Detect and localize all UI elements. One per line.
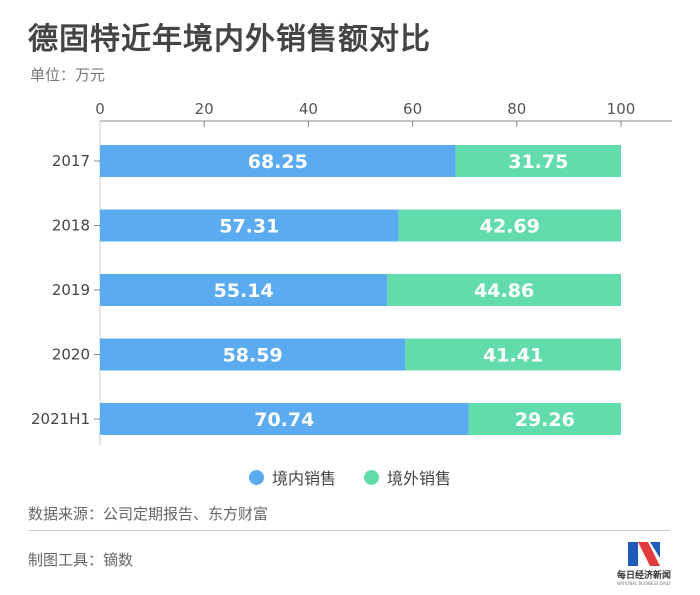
data-label: 55.14 xyxy=(214,280,274,302)
x-tick-label: 60 xyxy=(403,100,422,118)
bar-segment-overseas xyxy=(398,209,621,242)
bar-segment-domestic xyxy=(100,338,406,371)
bar-segment-domestic xyxy=(100,403,469,435)
bar-segment-domestic xyxy=(100,145,456,177)
data-label: 42.69 xyxy=(480,216,540,238)
legend-swatch-overseas xyxy=(364,469,379,485)
bar-segment-overseas xyxy=(455,145,621,177)
data-label: 70.74 xyxy=(254,409,314,431)
legend: 境内销售 境外销售 xyxy=(0,465,700,489)
data-label: 31.75 xyxy=(508,151,568,173)
data-label: 44.86 xyxy=(474,280,534,302)
legend-label-overseas: 境外销售 xyxy=(387,469,452,488)
legend-label-domestic: 境内销售 xyxy=(271,469,336,488)
bar-segment-domestic xyxy=(100,209,399,242)
legend-item-domestic: 境内销售 xyxy=(248,465,336,489)
divider xyxy=(28,530,670,531)
bar-segment-overseas xyxy=(387,274,621,306)
bar-segment-domestic xyxy=(100,274,388,306)
x-tick-label: 20 xyxy=(195,100,214,118)
brand-logo-text: 每日经济新闻 xyxy=(616,571,671,581)
x-tick-label: 0 xyxy=(95,100,105,118)
data-label: 57.31 xyxy=(219,216,279,238)
data-label: 68.25 xyxy=(248,151,308,173)
category-label: 2021H1 xyxy=(31,410,90,428)
bar-segment-overseas xyxy=(468,403,621,435)
legend-item-overseas: 境外销售 xyxy=(364,465,451,489)
bar-segment-overseas xyxy=(405,338,621,371)
brand-logo: 每日经济新闻 NATIONAL BUSINESS DAILY xyxy=(614,538,674,590)
legend-swatch-domestic xyxy=(248,469,264,485)
unit-label: 单位：万元 xyxy=(30,66,106,84)
x-tick-label: 40 xyxy=(299,100,318,118)
brand-logo-mark xyxy=(628,542,660,566)
chart-title: 德固特近年境内外销售额对比 xyxy=(28,22,431,57)
data-label: 41.41 xyxy=(483,345,543,367)
x-tick-label: 100 xyxy=(607,100,636,118)
data-label: 58.59 xyxy=(223,345,283,367)
data-source: 数据来源：公司定期报告、东方财富 xyxy=(28,505,269,523)
category-label: 2020 xyxy=(52,346,90,364)
category-label: 2019 xyxy=(52,281,90,299)
category-label: 2018 xyxy=(52,217,90,235)
category-label: 2017 xyxy=(52,152,90,170)
data-label: 29.26 xyxy=(515,409,575,431)
stacked-bar-chart: 0 20 40 60 80 100 2017 68.25 31.75 2018 57.31 42.69… xyxy=(31,100,672,445)
x-tick-label: 80 xyxy=(507,100,526,118)
brand-logo-subtext: NATIONAL BUSINESS DAILY xyxy=(617,581,671,586)
chart-credit: 制图工具：镝数 xyxy=(28,551,134,569)
